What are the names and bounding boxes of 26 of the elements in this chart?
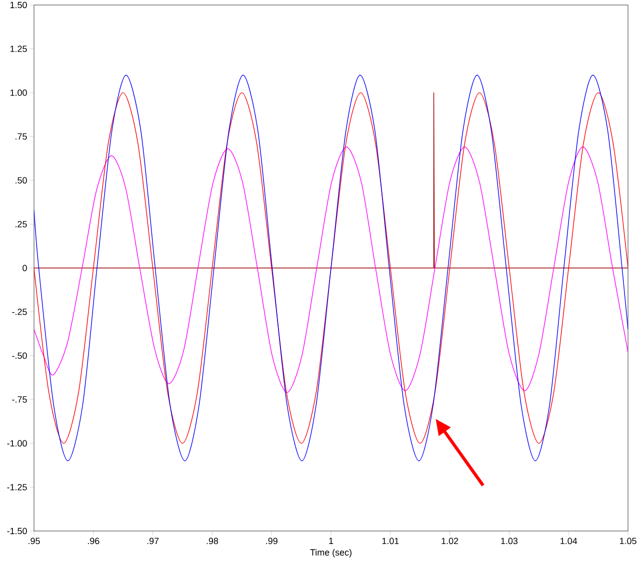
x-tick-label: 1 xyxy=(329,538,334,544)
x-tick-label: .96 xyxy=(88,538,100,544)
x-axis-title: Time (sec) xyxy=(310,548,352,558)
x-tick-label: 1.03 xyxy=(501,538,518,544)
y-tick-label: -1.50 xyxy=(7,528,27,534)
y-tick-label: 1.25 xyxy=(10,46,27,52)
line-series xyxy=(34,146,628,393)
y-tick-label: 1.50 xyxy=(10,2,27,8)
x-tick-label: 1.04 xyxy=(560,538,578,544)
y-tick-label: -1.00 xyxy=(7,440,27,447)
x-tick-label: .99 xyxy=(266,538,278,544)
x-tick-label: 1.01 xyxy=(382,538,399,544)
y-tick-label: -.50 xyxy=(12,352,27,359)
y-tick-label: 1.00 xyxy=(10,89,27,96)
y-tick-label: 0 xyxy=(22,264,27,272)
y-tick-label: -.25 xyxy=(12,308,27,316)
y-tick-label: -1.25 xyxy=(7,484,27,490)
y-tick-label: .25 xyxy=(16,220,27,228)
x-tick-label: 1.02 xyxy=(442,538,458,544)
y-tick-label: .75 xyxy=(16,133,27,140)
x-tick-label: 1.05 xyxy=(620,538,636,544)
x-tick-label: .98 xyxy=(206,538,218,544)
y-tick-label: .50 xyxy=(16,177,27,184)
x-tick-label: .97 xyxy=(147,538,159,544)
y-tick-label: -.75 xyxy=(12,396,27,403)
x-tick-label: .95 xyxy=(28,538,40,544)
